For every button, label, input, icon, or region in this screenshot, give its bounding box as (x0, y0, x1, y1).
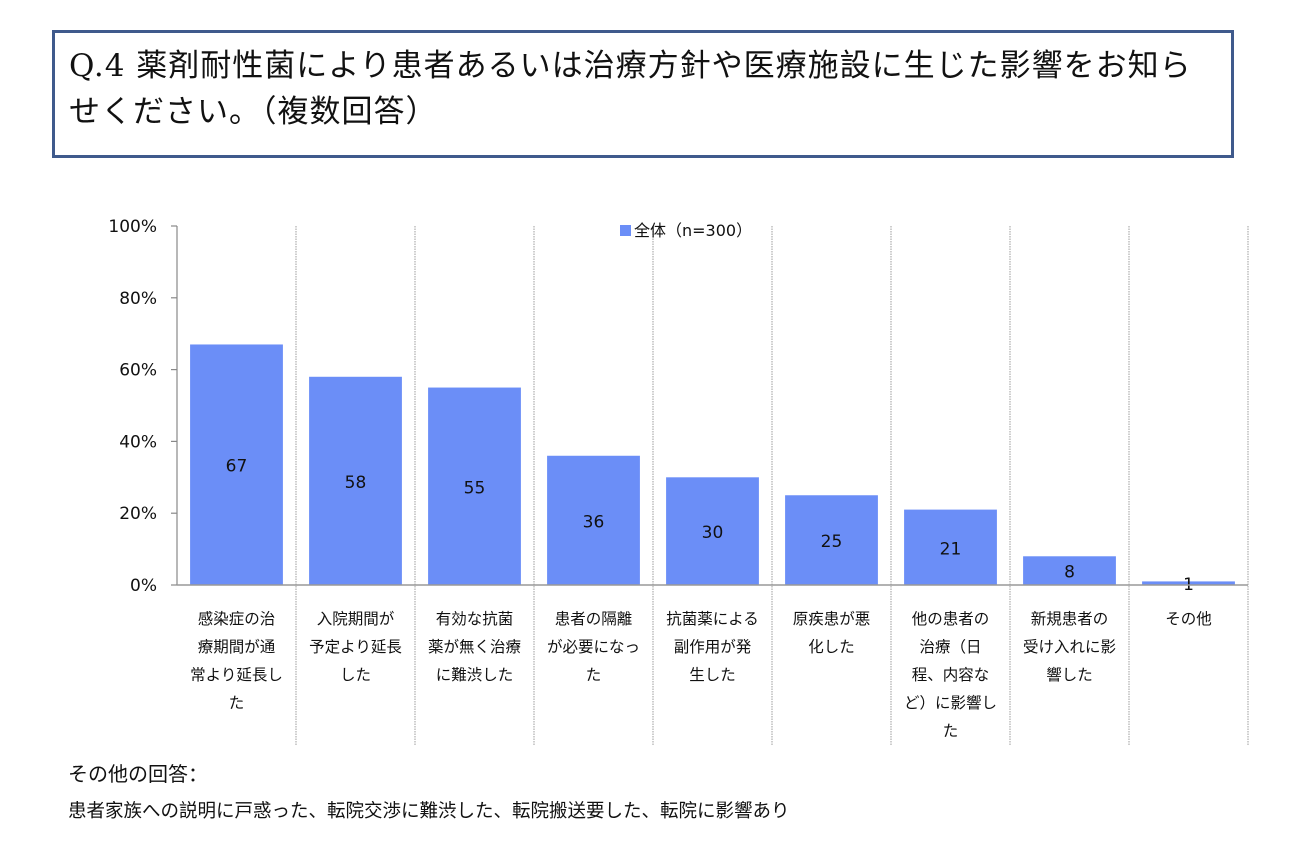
x-tick-label: 患者の隔離 (555, 610, 633, 628)
data-label: 55 (464, 478, 486, 498)
x-tick-label: 療期間が通 (198, 638, 276, 656)
x-tick-label: 受け入れに影 (1023, 638, 1116, 656)
other-answers-text: 患者家族への説明に戸惑った、転院交渉に難渋した、転院搬送要した、転院に影響あり (68, 801, 790, 822)
x-tick-label: 副作用が発 (674, 638, 752, 656)
x-tick-label: が必要になっ (547, 638, 640, 656)
bar (428, 387, 521, 585)
legend-label: 全体（n=300） (634, 221, 752, 240)
other-answers-section: その他の回答： 患者家族への説明に戸惑った、転院交渉に難渋した、転院搬送要した、… (68, 758, 790, 823)
data-label: 67 (226, 457, 248, 477)
x-tick-label: 入院期間が (317, 609, 395, 628)
x-tick-label: 薬が無く治療 (428, 638, 522, 656)
bar (785, 495, 878, 585)
data-label: 8 (1064, 563, 1075, 583)
y-tick-label: 40% (119, 432, 157, 452)
x-tick-label: 常より延長し (190, 666, 283, 684)
x-tick-label: た (229, 694, 245, 712)
x-tick-label: 抗菌薬による (666, 610, 759, 628)
x-tick-label: 有効な抗菌 (436, 610, 514, 628)
data-label: 58 (345, 473, 367, 493)
y-tick-label: 60% (119, 361, 157, 381)
data-label: 25 (821, 532, 843, 552)
bar (904, 509, 997, 585)
x-tick-label: た (586, 666, 602, 684)
x-tick-label: 他の患者の (912, 610, 990, 628)
data-label: 36 (583, 512, 605, 532)
other-answers-title: その他の回答： (68, 762, 208, 786)
x-tick-label: 新規患者の (1031, 610, 1109, 628)
y-tick-label: 0% (130, 576, 157, 596)
bar (1142, 581, 1235, 585)
x-tick-label: 原疾患が悪 (793, 610, 871, 628)
x-tick-label: 感染症の治 (198, 610, 276, 628)
data-label: 21 (940, 539, 962, 559)
x-tick-label: した (340, 666, 371, 684)
bar (309, 376, 402, 585)
x-tick-label: ど）に影響し (904, 694, 997, 712)
legend-swatch (620, 225, 631, 236)
bar (666, 477, 759, 585)
x-tick-label: 響した (1046, 666, 1093, 684)
data-label: 30 (702, 523, 724, 543)
x-tick-label: 治療（日 (919, 638, 981, 656)
bar (1023, 556, 1116, 585)
x-tick-label: に難渋した (436, 666, 514, 684)
x-tick-label: 化した (808, 638, 855, 656)
question-title-box: Q.4 薬剤耐性菌により患者あるいは治療方針や医療施設に生じた影響をお知らせくだ… (52, 30, 1234, 158)
x-tick-label: 程、内容な (912, 666, 990, 684)
x-tick-label: た (943, 722, 959, 740)
x-tick-label: 生した (689, 666, 736, 684)
bar (190, 344, 283, 585)
x-tick-label: その他 (1165, 610, 1212, 628)
bar (547, 455, 640, 585)
y-tick-label: 100% (108, 217, 157, 237)
y-tick-label: 80% (119, 289, 157, 309)
y-tick-label: 20% (119, 504, 157, 524)
question-title: Q.4 薬剤耐性菌により患者あるいは治療方針や医療施設に生じた影響をお知らせくだ… (69, 48, 1192, 130)
x-tick-label: 予定より延長 (309, 638, 402, 656)
